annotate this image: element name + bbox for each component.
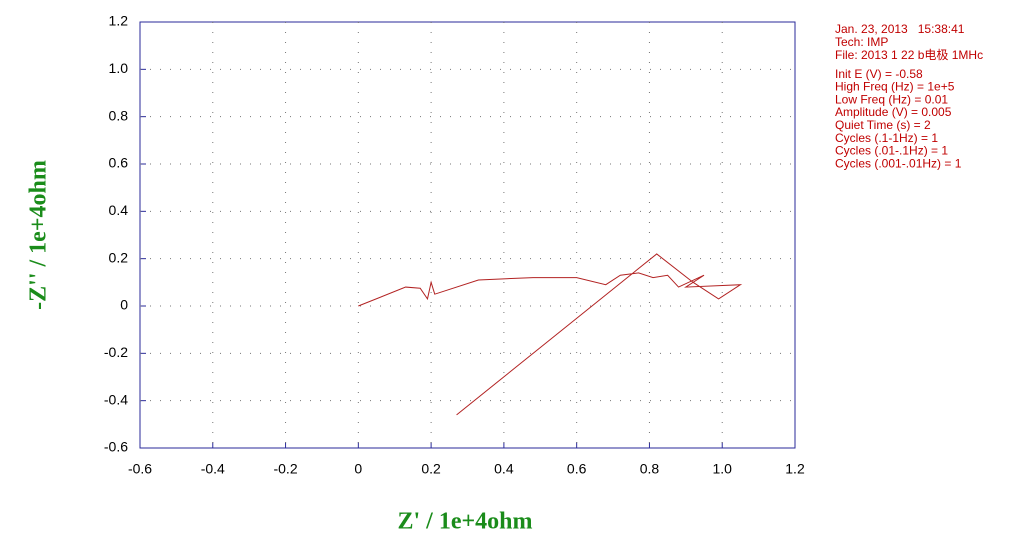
y-tick-label: 0.6: [109, 155, 129, 171]
y-tick-label: 0: [120, 297, 128, 313]
x-tick-label: -0.2: [273, 461, 297, 477]
info-line: Quiet Time (s) = 2: [835, 118, 931, 132]
y-tick-label: 0.2: [109, 249, 129, 265]
x-tick-label: 0.4: [494, 461, 514, 477]
y-tick-label: -0.4: [104, 391, 128, 407]
x-tick-label: 1.0: [712, 461, 732, 477]
info-line: Cycles (.1-1Hz) = 1: [835, 131, 938, 145]
info-line: Tech: IMP: [835, 35, 888, 49]
info-line: Cycles (.001-.01Hz) = 1: [835, 156, 962, 170]
data-line: [358, 253, 743, 416]
info-line: Init E (V) = -0.58: [835, 67, 923, 81]
y-tick-label: -0.2: [104, 344, 128, 360]
info-line: File: 2013 1 22 b电极 1MHc: [835, 48, 983, 62]
x-axis-title: Z' / 1e+4ohm: [397, 509, 532, 535]
x-tick-label: 0.2: [421, 461, 441, 477]
x-tick-label: -0.4: [201, 461, 225, 477]
x-tick-label: 0.6: [567, 461, 587, 477]
info-line: Low Freq (Hz) = 0.01: [835, 92, 948, 106]
x-tick-label: 0: [354, 461, 362, 477]
y-tick-label: 1.0: [109, 60, 129, 76]
info-line: Cycles (.01-.1Hz) = 1: [835, 144, 948, 158]
info-line: High Freq (Hz) = 1e+5: [835, 80, 955, 94]
y-tick-label: 0.8: [109, 107, 129, 123]
y-tick-label: -0.6: [104, 439, 128, 455]
y-tick-label: 0.4: [109, 202, 129, 218]
x-tick-label: 0.8: [640, 461, 660, 477]
plot-frame: [139, 21, 796, 449]
info-line: Jan. 23, 2013 15:38:41: [835, 22, 965, 36]
y-tick-label: 1.2: [109, 13, 129, 29]
x-tick-label: -0.6: [128, 461, 152, 477]
info-line: Amplitude (V) = 0.005: [835, 105, 952, 119]
x-tick-label: 1.2: [785, 461, 805, 477]
y-axis-title: -Z'' / 1e+4ohm: [26, 160, 52, 310]
